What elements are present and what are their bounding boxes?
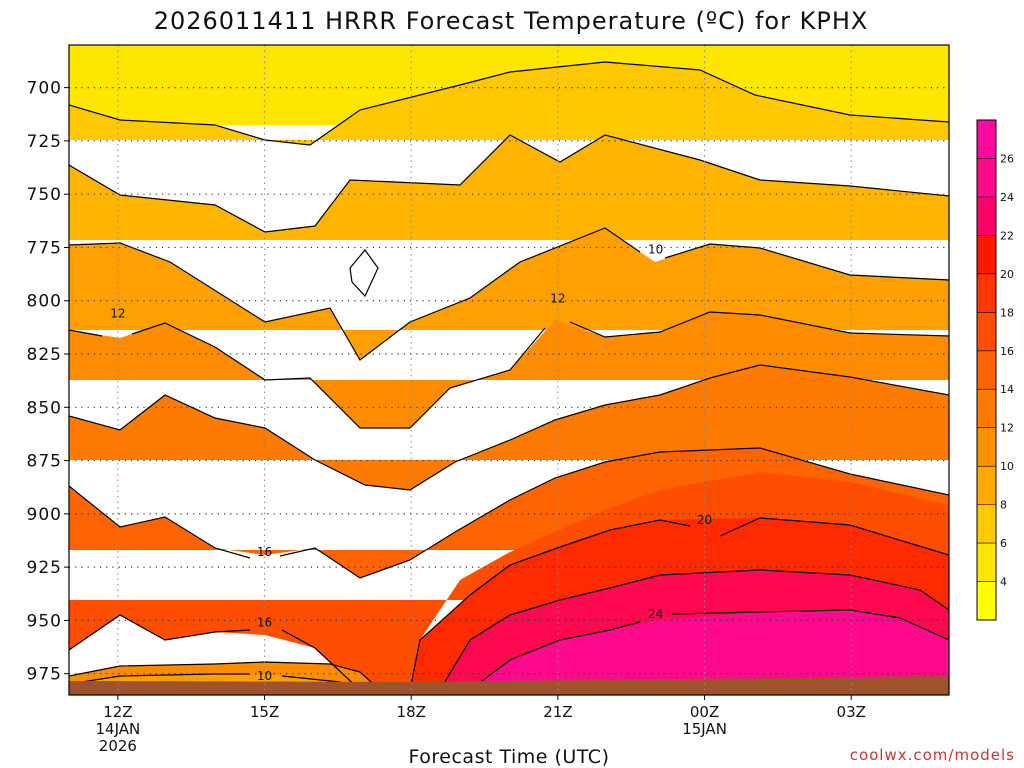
colorbar-swatch xyxy=(977,389,996,429)
y-tick-label: 950 xyxy=(27,611,62,631)
contour-line xyxy=(69,447,949,579)
x-tick-label: 03Z xyxy=(837,703,866,721)
band-4-6 xyxy=(69,62,949,145)
y-axis: 700 725 750 775 800 825 850 875 900 925 950 975 xyxy=(27,79,69,685)
colorbar-label: 4 xyxy=(1000,576,1007,589)
colorbar-swatch xyxy=(977,312,996,352)
colorbar-swatch xyxy=(977,581,996,621)
colorbar-swatch xyxy=(977,350,996,390)
plot-frame xyxy=(68,44,950,696)
plot-area xyxy=(69,45,949,695)
x-tick-label: 2026 xyxy=(99,737,137,755)
colorbar-label: 12 xyxy=(1000,422,1014,435)
contour-label: 16 xyxy=(257,616,272,630)
y-tick-label: 975 xyxy=(27,665,62,685)
contour-line xyxy=(69,311,949,429)
colorbar-label: 22 xyxy=(1000,229,1014,242)
x-tick-label: 12Z xyxy=(103,703,132,721)
band-22-24 xyxy=(470,610,949,695)
contour-line xyxy=(69,134,949,233)
contour-line xyxy=(69,614,361,691)
colorbar-label: 10 xyxy=(1000,460,1014,473)
colorbar-swatch xyxy=(977,427,996,467)
x-tick-label: 15JAN xyxy=(682,720,727,738)
contour-line xyxy=(469,609,949,691)
contour-line xyxy=(439,569,949,691)
ground-terrain xyxy=(69,676,949,695)
contour-labels: 10 12 12 20 16 16 24 10 xyxy=(110,243,712,683)
band-10-12 xyxy=(69,312,949,428)
colorbar-label: 24 xyxy=(1000,191,1014,204)
contour-lines xyxy=(69,61,949,691)
x-tick-label: 14JAN xyxy=(96,720,141,738)
band-6-8 xyxy=(69,135,949,240)
x-tick-label: 18Z xyxy=(397,703,426,721)
credit-text: coolwx.com/models xyxy=(850,746,1015,764)
contour-label: 10 xyxy=(257,669,272,683)
colorbar-label: 14 xyxy=(1000,383,1014,396)
contour-label: 12 xyxy=(550,292,565,306)
y-tick-label: 875 xyxy=(27,452,62,472)
y-tick-label: 800 xyxy=(27,292,62,312)
contour-label: 16 xyxy=(257,545,272,559)
contour-label: 12 xyxy=(110,307,125,321)
colorbar-swatch xyxy=(977,196,996,236)
y-tick-label: 850 xyxy=(27,398,62,418)
contour-label: 10 xyxy=(648,243,663,257)
y-tick-label: 725 xyxy=(27,132,62,152)
x-tick-label: 21Z xyxy=(543,703,572,721)
contour-line xyxy=(409,517,949,691)
colorbar-swatch xyxy=(977,235,996,275)
colorbar-swatch xyxy=(977,273,996,313)
x-tick-label: 15Z xyxy=(250,703,279,721)
contour-line xyxy=(69,364,949,491)
contour-label: 20 xyxy=(697,513,712,527)
y-tick-label: 925 xyxy=(27,558,62,578)
colorbar-label: 8 xyxy=(1000,499,1007,512)
y-tick-label: 825 xyxy=(27,345,62,365)
y-tick-label: 750 xyxy=(27,185,62,205)
y-tick-label: 775 xyxy=(27,238,62,258)
chart-title: 2026011411 HRRR Forecast Temperature (ºC… xyxy=(154,7,869,35)
colorbar-label: 18 xyxy=(1000,306,1014,319)
contour-label: 24 xyxy=(648,607,663,621)
colorbar-label: 16 xyxy=(1000,345,1014,358)
contour-line xyxy=(69,227,949,361)
colorbar-swatch xyxy=(977,504,996,544)
x-axis-label: Forecast Time (UTC) xyxy=(409,746,610,768)
y-tick-label: 700 xyxy=(27,79,62,99)
colorbar-swatch xyxy=(977,466,996,506)
colorbar-label: 26 xyxy=(1000,152,1014,165)
colorbar-swatch xyxy=(977,158,996,198)
colorbar-swatch xyxy=(977,120,996,159)
x-tick-label: 00Z xyxy=(690,703,719,721)
contour-line xyxy=(69,61,949,146)
colorbar-label: 20 xyxy=(1000,268,1014,281)
colorbar-label: 6 xyxy=(1000,537,1007,550)
colorbar-frame xyxy=(976,119,997,621)
y-tick-label: 900 xyxy=(27,505,62,525)
grid-lines xyxy=(69,45,949,695)
colorbar-swatch xyxy=(977,543,996,583)
contour-line xyxy=(349,249,379,298)
colorbar: 4 6 8 10 12 14 16 18 20 22 24 26 xyxy=(976,119,1014,621)
